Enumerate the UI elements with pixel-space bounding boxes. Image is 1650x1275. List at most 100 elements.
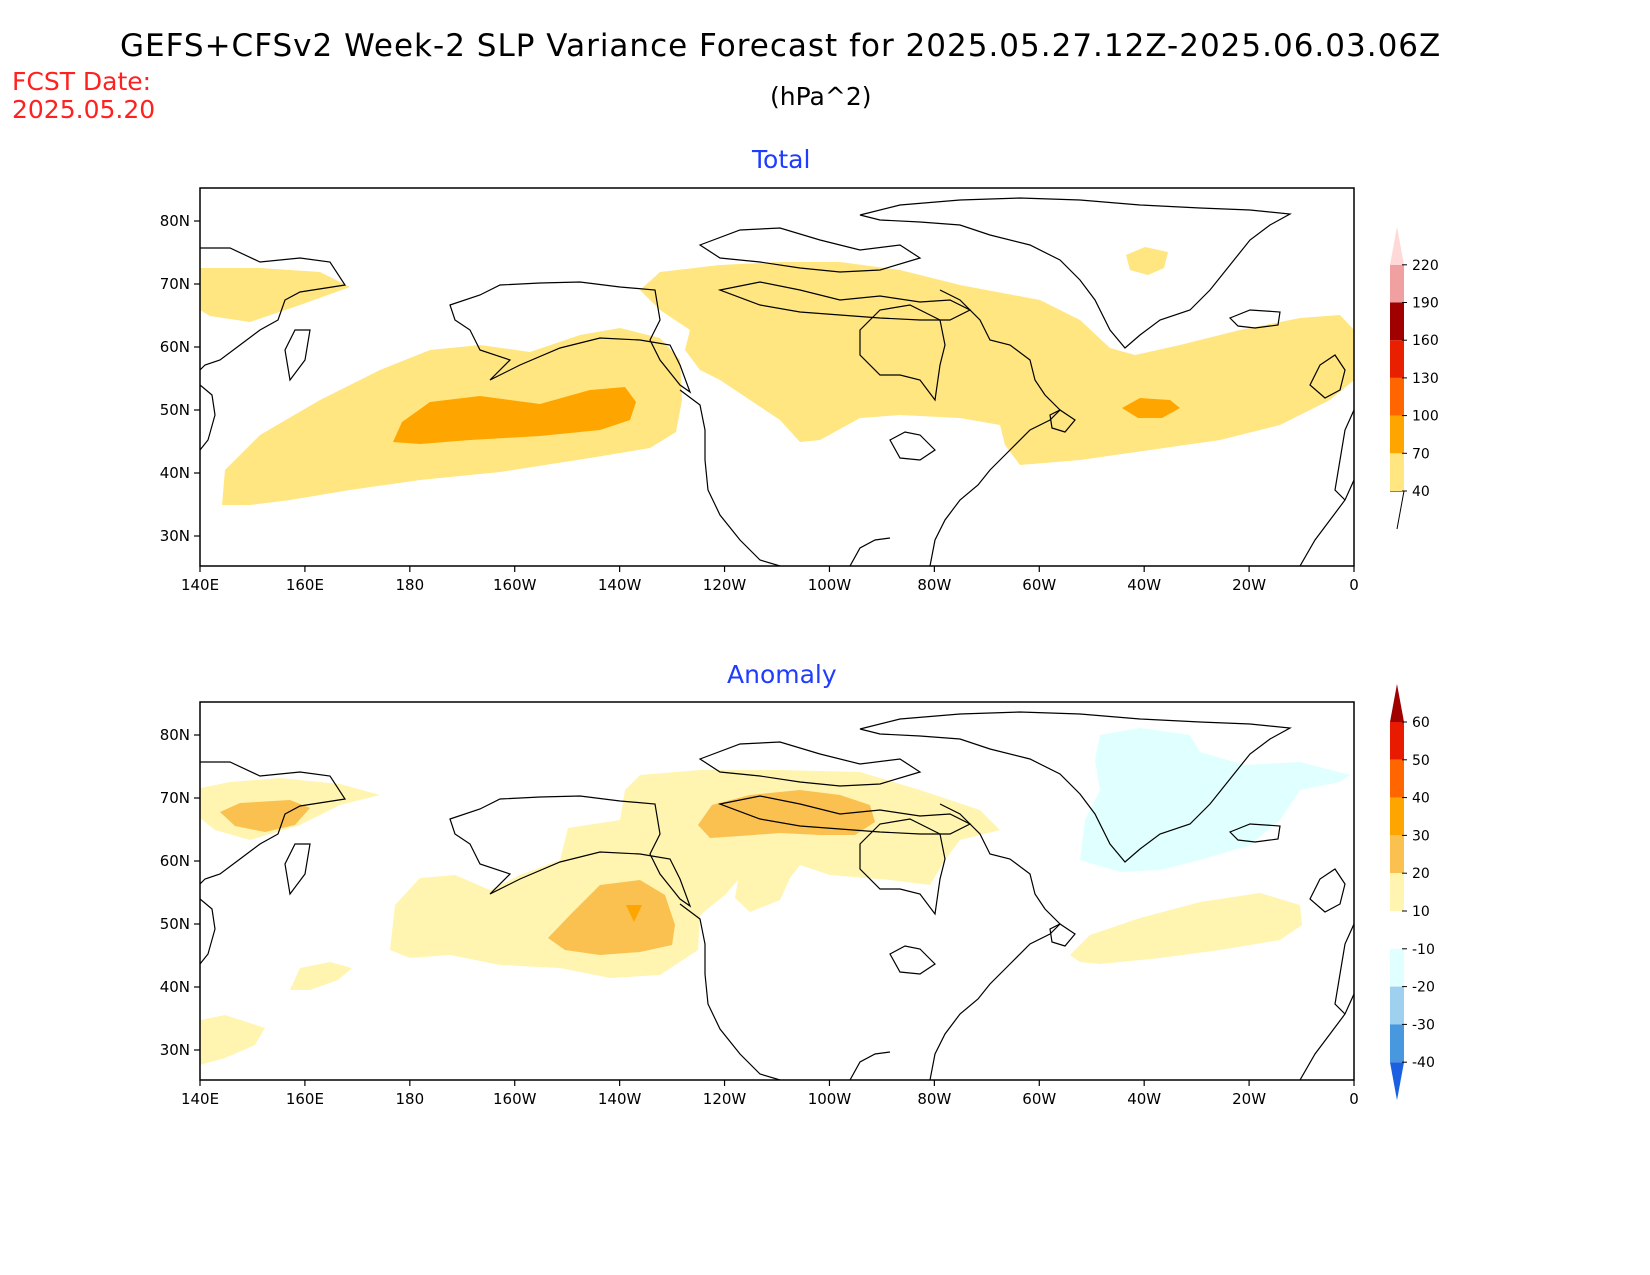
coast-iceland-top: [1228, 309, 1281, 329]
coast-florida-top: [849, 537, 891, 566]
coast-na-west-top: [679, 389, 781, 566]
coast-arctic-islands2-top: [717, 281, 972, 321]
total-shading: [200, 247, 1354, 505]
anomaly-contour-neg10-greenland: [1080, 728, 1350, 872]
total-colorbar-swatch: [1390, 377, 1404, 416]
total-colorbar-label: 220: [1412, 258, 1439, 274]
lon-tick-label: 180: [395, 576, 424, 594]
lon-tick-label: 60W: [1022, 576, 1056, 594]
anomaly-colorbar-swatch: [1390, 1024, 1404, 1063]
coast-europe-top: [1334, 409, 1354, 501]
forecast-date-block: FCST Date: 2025.05.20: [12, 68, 155, 124]
anomaly-colorbar-under: [1390, 1062, 1404, 1101]
coast-hudson-bot: [859, 818, 946, 916]
coast-arctic-islands-bot: [698, 741, 922, 787]
forecast-date-value: 2025.05.20: [12, 95, 156, 124]
coast-asia-bot: [200, 761, 347, 885]
anomaly-colorbar-swatch: [1390, 948, 1404, 987]
anomaly-colorbar-swatch: [1390, 873, 1404, 911]
anomaly-contour-10-atlantic: [1070, 893, 1302, 964]
lon-tick-label: 120W: [703, 1090, 747, 1108]
coast-greenland-bot: [859, 711, 1292, 863]
lat-tick-label: 60N: [160, 338, 190, 356]
anomaly-colorbar-swatch: [1390, 835, 1404, 874]
coast-na-west-bot: [679, 903, 781, 1080]
coast-japan-top: [200, 384, 216, 451]
anomaly-colorbar-over: [1390, 684, 1404, 722]
coast-kamchatka-bot: [284, 843, 311, 896]
lon-tick-label: 160W: [493, 576, 537, 594]
lon-tick-label: 80W: [917, 576, 951, 594]
total-colorbar-label: 70: [1412, 446, 1430, 462]
coast-kamchatka-top: [284, 329, 311, 382]
coast-florida-bot: [849, 1051, 891, 1080]
lat-tick-label: 60N: [160, 852, 190, 870]
lat-tick-label: 30N: [160, 527, 190, 545]
anomaly-shading: [200, 728, 1350, 1065]
total-contour-40-greenland: [1126, 247, 1168, 275]
total-contour-40-arctic-west: [200, 268, 350, 322]
anomaly-contour-10-subtropics: [200, 1015, 265, 1065]
total-colorbar-label: 190: [1412, 296, 1439, 312]
coast-asia-top: [200, 247, 347, 371]
coast-africa-bot: [1299, 993, 1354, 1080]
coast-africa-top: [1299, 479, 1354, 566]
anomaly-coastlines: [200, 711, 1354, 1080]
chart-title: GEFS+CFSv2 Week-2 SLP Variance Forecast …: [120, 28, 1442, 64]
coast-europe-bot: [1334, 923, 1354, 1015]
panel-title-total: Total: [752, 145, 811, 174]
units-label: (hPa^2): [770, 82, 872, 111]
total-colorbar-swatch: [1390, 264, 1404, 303]
lon-tick-label: 40W: [1127, 1090, 1161, 1108]
total-colorbar-label: 130: [1412, 371, 1439, 387]
axes-layer: 140E 160E 180 160W 140W 120W 100W 80W 60W 40W 20W 0…: [160, 212, 1359, 1108]
anomaly-colorbar-label: -20: [1412, 980, 1435, 996]
anomaly-colorbar-label: -30: [1412, 1017, 1435, 1033]
lon-tick-label: 20W: [1232, 1090, 1266, 1108]
coast-japan-bot: [200, 898, 216, 965]
colorbar-layer: 40 70 100 130 160 190 220 60 50 40 30 20 10 -10 -20 -30…: [1390, 226, 1439, 1101]
total-colorbar-label: 40: [1412, 484, 1430, 500]
total-frame: [199, 187, 1355, 567]
anomaly-contour-20-arctic-west: [220, 800, 310, 832]
total-contour-70-atlantic: [1122, 398, 1180, 418]
lon-tick-label: 140W: [598, 1090, 642, 1108]
lon-tick-label: 100W: [808, 1090, 852, 1108]
coast-arctic-islands-top: [698, 227, 922, 273]
total-coastlines: [200, 197, 1354, 566]
total-colorbar-label: 100: [1412, 409, 1439, 425]
coast-newfoundland-bot: [1049, 923, 1076, 947]
lon-tick-label: 140W: [598, 576, 642, 594]
total-colorbar-over: [1390, 226, 1404, 265]
anomaly-colorbar-swatch: [1390, 722, 1404, 760]
total-contour-40-canada-atlantic: [640, 262, 1354, 465]
coast-alaska-bot: [449, 795, 692, 908]
lon-tick-label: 140E: [181, 576, 219, 594]
lat-tick-label: 30N: [160, 1041, 190, 1059]
total-colorbar-swatch: [1390, 340, 1404, 378]
coast-na-east-bot: [929, 803, 1061, 1080]
anomaly-colorbar-label: 10: [1412, 904, 1430, 920]
lon-tick-label: 180: [395, 1090, 424, 1108]
total-colorbar-label: 160: [1412, 333, 1439, 349]
anomaly-colorbar-label: 60: [1412, 715, 1430, 731]
lat-tick-label: 80N: [160, 212, 190, 230]
anomaly-colorbar-swatch: [1390, 986, 1404, 1025]
coast-greenland-top: [859, 197, 1292, 349]
anomaly-colorbar-swatch: [1390, 797, 1404, 836]
coast-britain-top: [1309, 354, 1346, 399]
total-contour-70-pacific: [393, 387, 636, 444]
coast-arctic-islands2-bot: [717, 795, 972, 835]
lon-tick-label: 40W: [1127, 576, 1161, 594]
lat-tick-label: 80N: [160, 726, 190, 744]
coast-greatlakes-top: [889, 431, 936, 461]
lon-tick-label: 100W: [808, 576, 852, 594]
coast-newfoundland-top: [1049, 409, 1076, 433]
coast-britain-bot: [1309, 868, 1346, 913]
lat-tick-label: 50N: [160, 401, 190, 419]
lon-tick-label: 160E: [286, 1090, 324, 1108]
total-colorbar-under: [1390, 490, 1405, 530]
lon-tick-label: 160E: [286, 576, 324, 594]
lon-tick-label: 140E: [181, 1090, 219, 1108]
anomaly-colorbar-swatch: [1390, 759, 1404, 798]
